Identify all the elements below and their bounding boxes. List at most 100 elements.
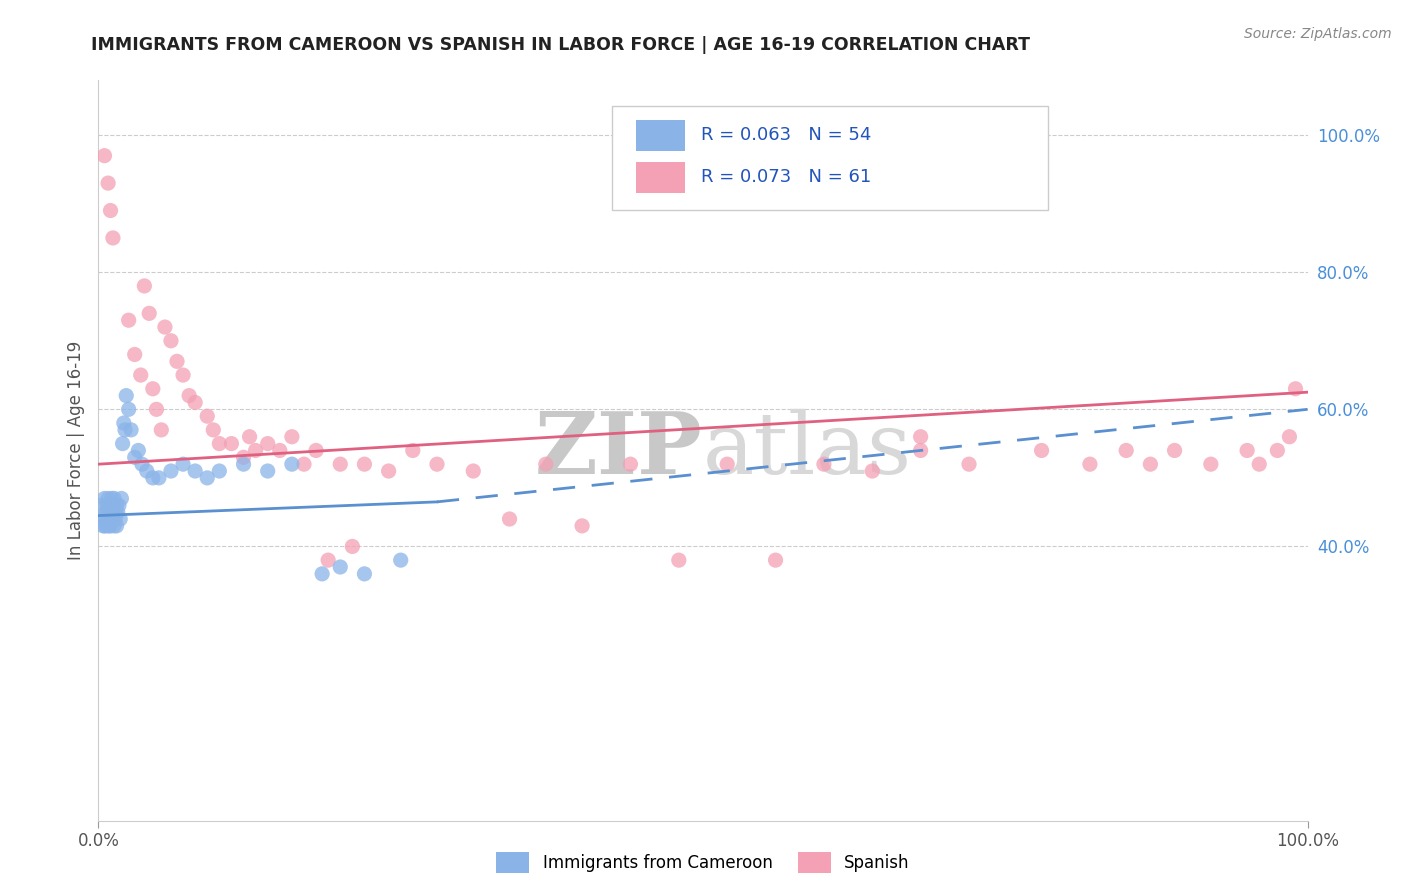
Point — [124, 347, 146, 361]
Point — [142, 382, 165, 396]
Point — [114, 423, 136, 437]
Point — [316, 553, 339, 567]
Point — [179, 389, 201, 403]
Point — [150, 423, 173, 437]
Point — [153, 320, 176, 334]
Point — [90, 498, 112, 512]
Point — [463, 464, 485, 478]
Point — [142, 471, 165, 485]
Point — [534, 457, 557, 471]
Point — [498, 512, 520, 526]
Point — [245, 443, 267, 458]
Point — [124, 450, 146, 465]
Point — [305, 443, 328, 458]
Point — [160, 334, 183, 348]
Point — [402, 443, 425, 458]
Bar — [637, 120, 685, 151]
Point — [97, 176, 120, 190]
Point — [716, 457, 738, 471]
Point — [1115, 443, 1137, 458]
Point — [100, 498, 122, 512]
Point — [256, 464, 278, 478]
Point — [860, 464, 883, 478]
Point — [103, 491, 125, 506]
Point — [813, 457, 835, 471]
Point — [131, 457, 153, 471]
Point — [292, 457, 315, 471]
Point — [269, 443, 291, 458]
Point — [389, 553, 412, 567]
Point — [1267, 443, 1289, 458]
Point — [94, 512, 117, 526]
Text: atlas: atlas — [703, 409, 912, 492]
Point — [100, 505, 122, 519]
Point — [94, 505, 117, 519]
Point — [96, 519, 118, 533]
Point — [160, 464, 183, 478]
Point — [342, 540, 364, 554]
Y-axis label: In Labor Force | Age 16-19: In Labor Force | Age 16-19 — [66, 341, 84, 560]
Point — [98, 512, 121, 526]
Point — [105, 498, 128, 512]
Point — [93, 149, 115, 163]
Point — [111, 436, 134, 450]
Point — [202, 423, 225, 437]
Bar — [637, 161, 685, 193]
Point — [120, 423, 142, 437]
Point — [110, 491, 132, 506]
Point — [127, 443, 149, 458]
FancyBboxPatch shape — [613, 106, 1047, 210]
Point — [765, 553, 787, 567]
Point — [108, 498, 131, 512]
Point — [93, 519, 115, 533]
Point — [232, 457, 254, 471]
Point — [104, 512, 127, 526]
Point — [145, 402, 167, 417]
Point — [329, 560, 352, 574]
Legend: Immigrants from Cameroon, Spanish: Immigrants from Cameroon, Spanish — [489, 846, 917, 880]
Point — [172, 368, 194, 382]
Point — [100, 519, 122, 533]
Point — [100, 512, 122, 526]
Point — [97, 505, 120, 519]
Point — [208, 436, 231, 450]
Point — [101, 231, 124, 245]
Point — [93, 491, 115, 506]
Point — [100, 203, 122, 218]
Text: Source: ZipAtlas.com: Source: ZipAtlas.com — [1244, 27, 1392, 41]
Text: R = 0.063   N = 54: R = 0.063 N = 54 — [700, 126, 870, 145]
Point — [910, 430, 932, 444]
Point — [195, 471, 218, 485]
Point — [184, 464, 207, 478]
Point — [104, 505, 127, 519]
Point — [1199, 457, 1222, 471]
Point — [103, 519, 125, 533]
Point — [91, 512, 114, 526]
Point — [426, 457, 449, 471]
Point — [1249, 457, 1271, 471]
Point — [195, 409, 218, 424]
Point — [208, 464, 231, 478]
Point — [377, 464, 399, 478]
Point — [129, 368, 152, 382]
Point — [353, 457, 375, 471]
Point — [134, 279, 156, 293]
Point — [256, 436, 278, 450]
Point — [1163, 443, 1185, 458]
Point — [619, 457, 641, 471]
Point — [1278, 430, 1301, 444]
Point — [1139, 457, 1161, 471]
Point — [118, 313, 141, 327]
Point — [668, 553, 690, 567]
Text: R = 0.073   N = 61: R = 0.073 N = 61 — [700, 169, 870, 186]
Point — [148, 471, 170, 485]
Point — [98, 519, 121, 533]
Point — [112, 416, 135, 430]
Point — [571, 519, 593, 533]
Point — [108, 512, 131, 526]
Point — [1078, 457, 1101, 471]
Point — [221, 436, 243, 450]
Point — [96, 498, 118, 512]
Point — [135, 464, 157, 478]
Point — [184, 395, 207, 409]
